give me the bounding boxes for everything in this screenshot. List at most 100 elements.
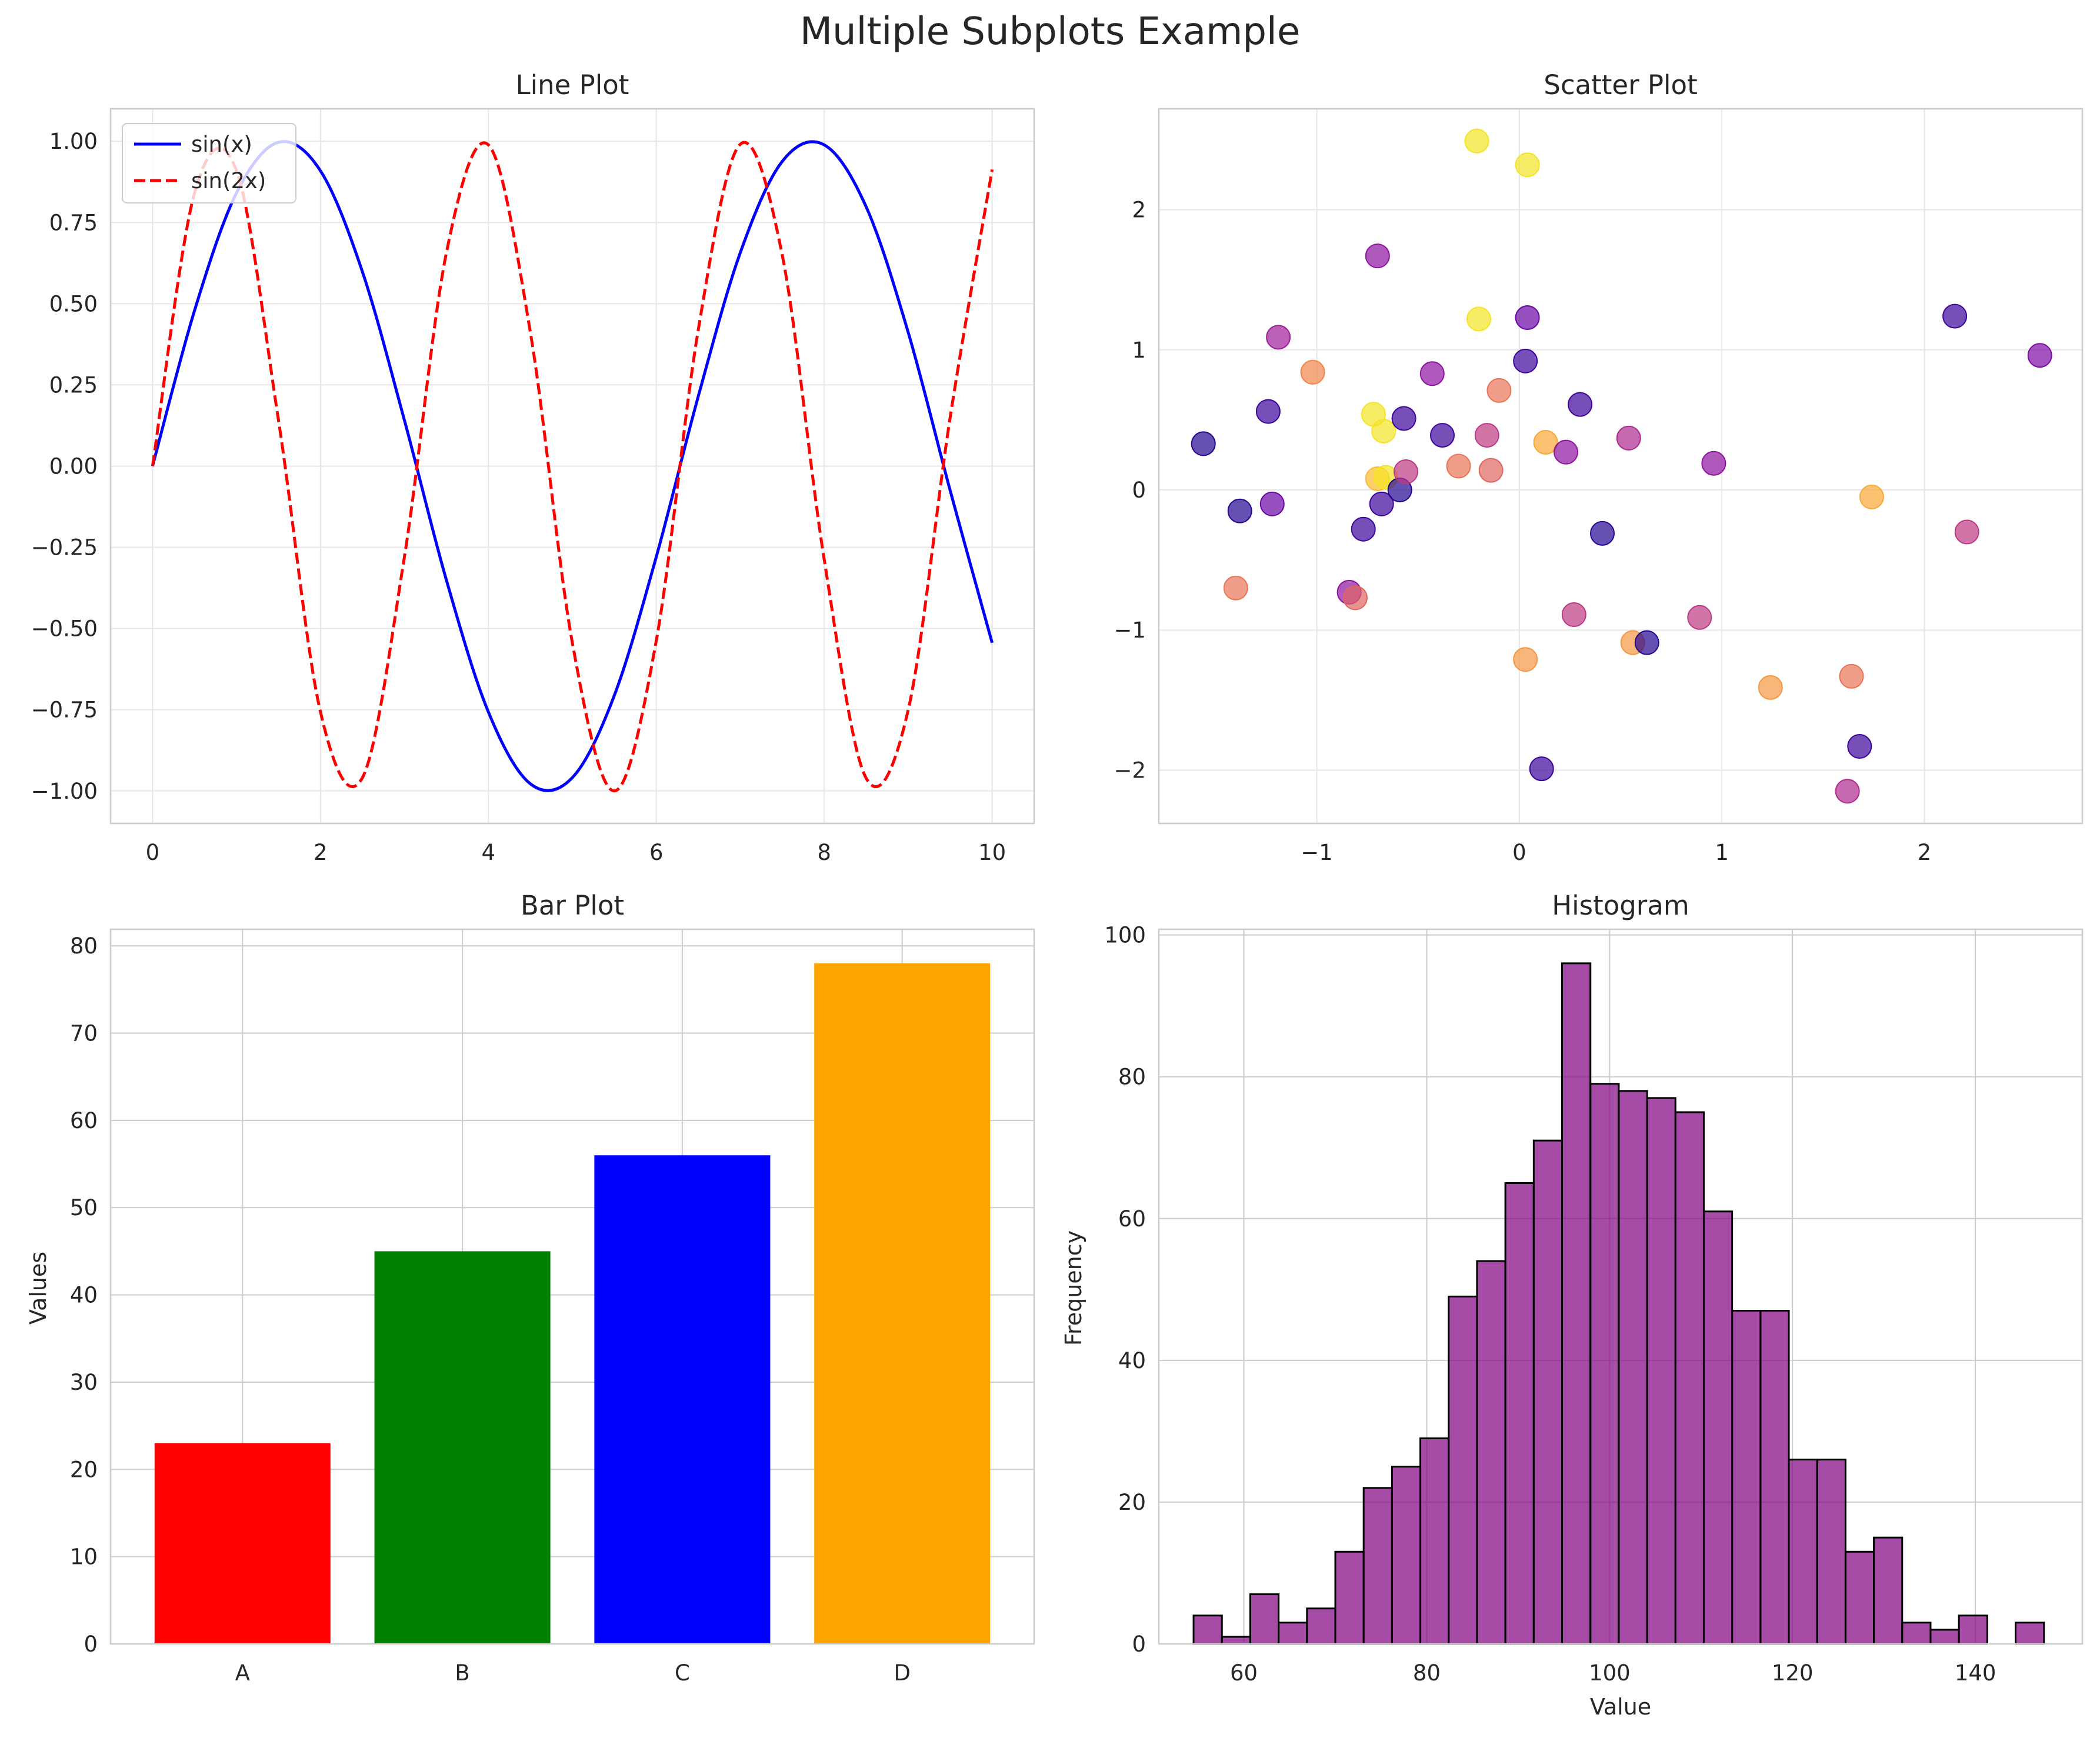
- y-tick-label: 1: [1132, 338, 1146, 363]
- y-tick-label: 80: [70, 933, 98, 959]
- histogram-bin: [2015, 1622, 2045, 1645]
- y-tick-label: 50: [70, 1195, 98, 1220]
- histogram: Histogram Frequency Value 60 80 100 120 140 0…: [1061, 890, 2084, 1720]
- bar-plot: Bar Plot Values 0 10 20 30 40 50 60 70 80 A B C D: [25, 890, 1035, 1686]
- scatter-point: [1342, 585, 1368, 611]
- x-tick-label: 4: [481, 840, 495, 865]
- y-tick-label: 70: [70, 1021, 98, 1046]
- y-tick-label: 40: [70, 1283, 98, 1308]
- legend-label: sin(2x): [191, 168, 266, 194]
- scatter-point: [1266, 325, 1291, 350]
- scatter-point: [1954, 519, 1979, 545]
- histogram-bin: [1306, 1607, 1336, 1645]
- histogram-bin: [1958, 1614, 1988, 1645]
- histogram-bin: [1929, 1629, 1960, 1645]
- bar-plot-ylabel: Values: [25, 1252, 51, 1325]
- plot-frame: [109, 928, 1035, 1645]
- figure-title: Multiple Subplots Example: [800, 10, 1300, 54]
- y-tick-label: 0.50: [49, 291, 98, 316]
- histogram-bin: [1589, 1083, 1620, 1645]
- histogram-bin: [1702, 1210, 1734, 1645]
- scatter-point: [1369, 491, 1394, 516]
- histogram-bin: [1391, 1466, 1422, 1645]
- histogram-bin: [1448, 1295, 1478, 1645]
- scatter-point: [1430, 423, 1455, 448]
- scatter-point: [1478, 458, 1504, 483]
- scatter-point: [1590, 521, 1615, 546]
- scatter-point: [1561, 602, 1586, 628]
- histogram-bin: [1618, 1090, 1648, 1645]
- series-line-sin-x: [151, 140, 994, 792]
- y-tick-label: 60: [1118, 1206, 1146, 1232]
- x-tick-label: −1: [1301, 840, 1333, 865]
- scatter-point: [1942, 303, 1968, 329]
- y-tick-label: 0: [1132, 1632, 1146, 1657]
- histogram-bin: [1788, 1459, 1818, 1645]
- histogram-bin: [1646, 1097, 1676, 1645]
- y-tick-label: −1.00: [31, 779, 98, 804]
- scatter-plot: Scatter Plot −1 0 1 2 −2 −1 0 1 2: [1114, 69, 2084, 865]
- y-tick-label: 0: [1132, 478, 1146, 503]
- scatter-point: [1634, 630, 1659, 655]
- legend: sin(x) sin(2x): [122, 123, 296, 204]
- scatter-plot-title: Scatter Plot: [1544, 69, 1697, 101]
- scatter-point: [1227, 498, 1252, 523]
- x-tick-label: 60: [1230, 1660, 1258, 1686]
- histogram-bin: [1249, 1593, 1280, 1645]
- histogram-bin: [1901, 1622, 1932, 1645]
- scatter-point: [1446, 453, 1471, 479]
- histogram-bin: [1419, 1437, 1450, 1645]
- y-tick-label: 80: [1118, 1065, 1146, 1090]
- series-line-sin-2x: [151, 141, 994, 793]
- y-tick-label: 20: [1118, 1490, 1146, 1515]
- x-tick-label: C: [675, 1660, 690, 1686]
- y-tick-label: −1: [1114, 618, 1146, 643]
- scatter-point: [1255, 399, 1281, 424]
- scatter-point: [1529, 756, 1554, 782]
- y-tick-label: 60: [70, 1108, 98, 1133]
- y-tick-label: 1.00: [49, 129, 98, 154]
- y-tick-label: 10: [70, 1544, 98, 1570]
- scatter-point: [1365, 243, 1390, 269]
- x-tick-label: 80: [1413, 1660, 1441, 1686]
- scatter-point: [1513, 647, 1538, 672]
- histogram-bin: [1532, 1139, 1564, 1645]
- scatter-point: [1394, 459, 1419, 485]
- scatter-point: [1513, 348, 1538, 373]
- scatter-point: [1701, 451, 1726, 476]
- y-tick-label: 0.00: [49, 454, 98, 479]
- histogram-bin: [1873, 1536, 1904, 1645]
- scatter-point: [1259, 491, 1285, 516]
- line-plot-title: Line Plot: [516, 69, 629, 101]
- scatter-point: [1533, 430, 1558, 455]
- scatter-point: [1486, 378, 1512, 403]
- scatter-point: [1515, 152, 1540, 178]
- y-tick-label: −0.50: [31, 616, 98, 642]
- scatter-point: [1835, 779, 1860, 804]
- bar-C: [594, 1155, 771, 1644]
- x-tick-label: A: [235, 1660, 250, 1686]
- scatter-point: [1300, 359, 1325, 385]
- histogram-bin: [1362, 1487, 1393, 1645]
- scatter-point: [2027, 343, 2052, 368]
- legend-label: sin(x): [191, 132, 252, 157]
- scatter-point: [1616, 425, 1641, 451]
- scatter-point: [1371, 418, 1396, 443]
- x-tick-label: 6: [649, 840, 664, 865]
- x-tick-label: D: [894, 1660, 911, 1686]
- scatter-point: [1568, 392, 1593, 417]
- scatter-point: [1351, 516, 1376, 542]
- y-tick-label: −0.75: [31, 698, 98, 723]
- y-tick-label: 100: [1104, 923, 1146, 948]
- scatter-point: [1758, 675, 1783, 700]
- bar-plot-title: Bar Plot: [521, 890, 624, 921]
- scatter-point: [1464, 128, 1489, 154]
- x-tick-label: 140: [1955, 1660, 1996, 1686]
- scatter-point: [1391, 406, 1416, 431]
- histogram-bin: [1504, 1182, 1535, 1645]
- scatter-point: [1847, 733, 1872, 759]
- histogram-bin: [1192, 1614, 1223, 1645]
- histogram-bin: [1278, 1622, 1308, 1645]
- scatter-point: [1419, 361, 1445, 386]
- bar-A: [154, 1443, 331, 1644]
